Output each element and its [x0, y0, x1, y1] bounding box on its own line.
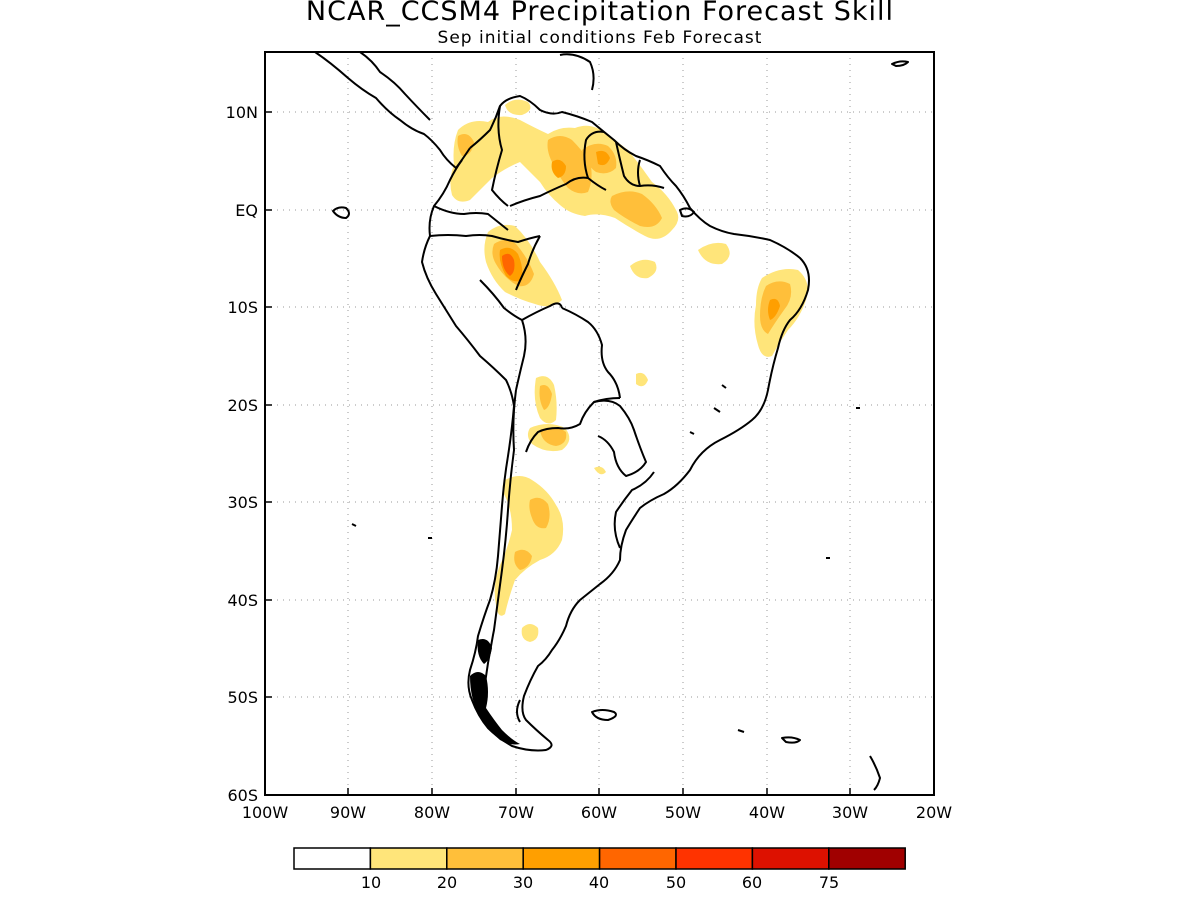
colorbar-label: 50: [666, 873, 686, 892]
colorbar-label: 60: [742, 873, 762, 892]
fjord-coast: [470, 639, 520, 745]
colorbar-swatch: [598, 847, 677, 870]
y-tick-label: 40S: [227, 591, 258, 610]
tick-marks: [265, 111, 851, 795]
colorbar-swatch: [675, 847, 754, 870]
colorbar-swatch: [293, 847, 372, 870]
colorbar-swatch: [751, 847, 830, 870]
map-subtitle: Sep initial conditions Feb Forecast: [437, 28, 763, 48]
colorbar-label: 40: [589, 873, 609, 892]
map-title: NCAR_CCSM4 Precipitation Forecast Skill: [305, 0, 895, 27]
x-tick-label: 80W: [414, 803, 450, 822]
y-tick-label: 10S: [227, 298, 258, 317]
y-tick-labels: 10N EQ 10S 20S 30S 40S 50S 60S: [226, 103, 258, 805]
x-tick-label: 30W: [832, 803, 868, 822]
x-tick-label: 40W: [749, 803, 785, 822]
colorbar-swatch: [522, 847, 601, 870]
colorbar-swatch: [369, 847, 448, 870]
x-tick-label: 20W: [916, 803, 952, 822]
y-tick-label: 60S: [227, 786, 258, 805]
x-tick-label: 50W: [665, 803, 701, 822]
y-tick-label: 30S: [227, 493, 258, 512]
x-tick-label: 100W: [242, 803, 289, 822]
colorbar-label: 30: [513, 873, 533, 892]
x-tick-label: 70W: [498, 803, 534, 822]
y-tick-label: 10N: [226, 103, 258, 122]
colorbar-label: 75: [819, 873, 839, 892]
x-tick-labels: 100W 90W 80W 70W 60W 50W 40W 30W 20W: [242, 803, 952, 822]
y-tick-label: 50S: [227, 688, 258, 707]
coastlines: [314, 52, 909, 791]
colorbar: [293, 847, 906, 870]
y-tick-label: 20S: [227, 396, 258, 415]
colorbar-label: 20: [437, 873, 457, 892]
x-tick-label: 60W: [581, 803, 617, 822]
colorbar-label: 10: [361, 873, 381, 892]
colorbar-labels: 10 20 30 40 50 60 75: [361, 873, 839, 892]
colorbar-swatch: [828, 847, 906, 870]
x-tick-label: 90W: [330, 803, 366, 822]
skill-40-50: [502, 253, 515, 276]
y-tick-label: EQ: [235, 201, 258, 220]
colorbar-swatch: [446, 847, 524, 870]
